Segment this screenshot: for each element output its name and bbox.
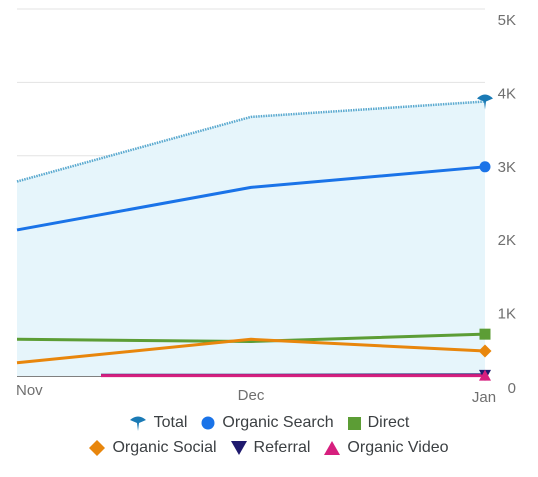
x-tick-label: Nov xyxy=(16,382,43,399)
legend-item-total[interactable]: Total xyxy=(129,414,188,432)
pin-icon xyxy=(129,416,146,431)
triangle-up-icon xyxy=(324,441,341,455)
series-lines xyxy=(16,100,486,378)
area-fill xyxy=(17,101,485,376)
y-axis-ticks: 0 1K 2K 3K 4K 5K xyxy=(498,12,516,397)
diamond-icon xyxy=(89,440,106,456)
marker-organic-social xyxy=(478,344,492,358)
triangle-down-icon xyxy=(230,441,247,455)
y-tick-label: 1K xyxy=(498,306,516,323)
legend-label-organic-social: Organic Social xyxy=(112,439,217,456)
legend-item-direct[interactable]: Direct xyxy=(347,414,410,432)
x-axis-ticks: Nov Dec Jan xyxy=(16,382,496,406)
y-tick-label: 3K xyxy=(498,159,516,176)
legend-item-organic-video[interactable]: Organic Video xyxy=(324,439,449,457)
legend-item-organic-search[interactable]: Organic Search xyxy=(201,414,334,432)
y-tick-label: 4K xyxy=(498,85,516,102)
legend-label-total: Total xyxy=(153,414,188,431)
legend-label-organic-search: Organic Search xyxy=(222,414,334,431)
legend-item-referral[interactable]: Referral xyxy=(230,439,311,457)
series-line-organic-search xyxy=(16,165,486,232)
legend-label-organic-video: Organic Video xyxy=(347,439,449,456)
marker-organic-search xyxy=(479,161,491,173)
x-tick-label: Dec xyxy=(238,387,265,404)
legend-label-direct: Direct xyxy=(367,414,410,431)
marker-total xyxy=(477,94,493,110)
legend-label-referral: Referral xyxy=(253,439,311,456)
marker-direct xyxy=(479,328,491,340)
area-0 xyxy=(17,101,485,376)
square-icon xyxy=(347,416,361,430)
y-tick-label: 2K xyxy=(498,232,516,249)
legend-row-2: Organic Social Referral Organic Video xyxy=(0,439,538,457)
series-markers xyxy=(477,94,493,381)
y-tick-label: 0 xyxy=(508,380,516,397)
series-line-organic-social xyxy=(16,337,486,365)
y-tick-label: 5K xyxy=(498,12,516,29)
circle-icon xyxy=(201,416,215,430)
x-tick-label: Jan xyxy=(472,389,496,406)
series-line-total xyxy=(16,100,486,183)
legend-item-organic-social[interactable]: Organic Social xyxy=(89,439,217,457)
series-line-direct xyxy=(16,332,486,344)
legend-row-1: Total Organic Search Direct xyxy=(0,414,538,432)
marker-organic-video xyxy=(479,369,491,381)
